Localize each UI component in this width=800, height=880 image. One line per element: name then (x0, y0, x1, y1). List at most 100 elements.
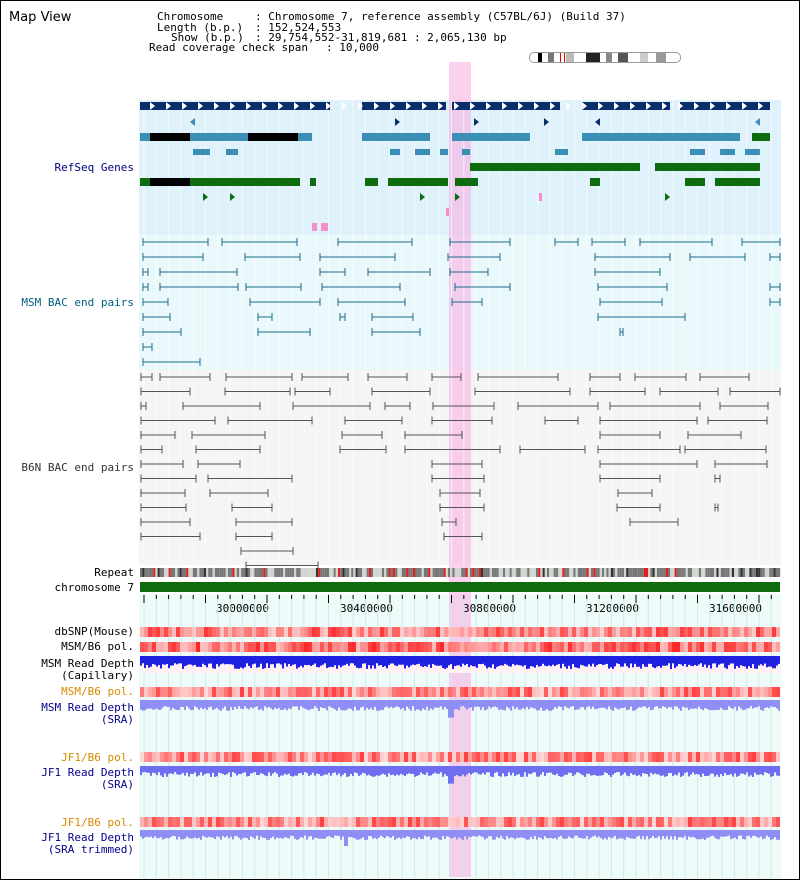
depth-bar (668, 830, 670, 840)
msm-pol-row-label-2[interactable]: MSM/B6 pol. (61, 685, 134, 698)
depth-bar (238, 830, 240, 838)
depth-bar (412, 830, 414, 839)
depth-bar (236, 766, 238, 776)
heat-cell (624, 642, 628, 652)
depth-bar (220, 830, 222, 840)
depth-bar (356, 656, 358, 668)
heat-cell (288, 687, 292, 697)
heat-cell (668, 687, 672, 697)
jf1-pol-row-label[interactable]: JF1/B6 pol. (61, 751, 134, 764)
heat-cell (496, 627, 500, 637)
depth-bar (530, 766, 532, 775)
depth-bar (674, 766, 676, 775)
depth-bar (686, 766, 688, 773)
heat-cell (708, 687, 712, 697)
msm-bac-track-label[interactable]: MSM BAC end pairs (21, 296, 134, 309)
heat-cell (696, 817, 700, 827)
depth-bar (644, 700, 646, 707)
depth-bar (622, 700, 624, 708)
depth-bar (366, 700, 368, 708)
depth-bar (454, 700, 456, 710)
heat-cell (740, 687, 744, 697)
refseq-gene (680, 102, 770, 110)
depth-bar (534, 700, 536, 709)
depth-bar (392, 830, 394, 837)
depth-bar (262, 830, 264, 838)
depth-bar (210, 830, 212, 838)
depth-bar (298, 656, 300, 668)
depth-bar (204, 656, 206, 666)
jf1-depth-sra-label[interactable]: JF1 Read Depth (SRA) (41, 767, 134, 791)
depth-bar (220, 700, 222, 711)
heat-cell (140, 817, 144, 827)
heat-cell (540, 817, 544, 827)
depth-bar (282, 830, 284, 839)
depth-bar (330, 830, 332, 838)
jf1-depth-trimmed-label[interactable]: JF1 Read Depth (SRA trimmed) (41, 832, 134, 856)
heat-cell (312, 817, 316, 827)
depth-bar (722, 766, 724, 777)
heat-cell (436, 817, 440, 827)
heat-cell (296, 687, 300, 697)
msm-pol-row-label[interactable]: MSM/B6 pol. (61, 640, 134, 653)
repeat-mark (516, 568, 519, 577)
heat-cell (308, 687, 312, 697)
heat-cell (168, 642, 172, 652)
chromosome-ideogram[interactable] (529, 52, 681, 63)
depth-bar (526, 700, 528, 707)
depth-bar (392, 656, 394, 664)
depth-bar (532, 700, 534, 709)
depth-bar (228, 656, 230, 665)
depth-bar (444, 700, 446, 708)
b6n-bac-track-label[interactable]: B6N BAC end pairs (21, 461, 134, 474)
heat-cell (364, 687, 368, 697)
depth-bar (710, 766, 712, 774)
dbsnp-row-label[interactable]: dbSNP(Mouse) (54, 625, 134, 638)
depth-bar (716, 656, 718, 668)
heat-cell (608, 817, 612, 827)
heat-cell (264, 627, 268, 637)
heat-cell (212, 752, 216, 762)
repeat-mark (322, 568, 325, 577)
heat-cell (664, 687, 668, 697)
repeat-mark (762, 568, 765, 577)
depth-bar (460, 766, 462, 777)
depth-bar (240, 830, 242, 840)
heat-cell (532, 642, 536, 652)
heat-cell (740, 752, 744, 762)
heat-cell (248, 752, 252, 762)
depth-bar (768, 656, 770, 667)
heat-cell (732, 627, 736, 637)
depth-bar (186, 766, 188, 773)
depth-bar (652, 700, 654, 710)
depth-bar (450, 830, 452, 839)
msm-depth-sra-label[interactable]: MSM Read Depth (SRA) (41, 702, 134, 726)
depth-bar (544, 766, 546, 776)
depth-bar (604, 700, 606, 709)
heat-cell (728, 627, 732, 637)
heat-cell (568, 752, 572, 762)
selected-region-highlight[interactable] (449, 62, 471, 877)
heat-cell (668, 752, 672, 762)
refseq-track-label[interactable]: RefSeq Genes (54, 161, 134, 174)
heat-cell (736, 627, 740, 637)
repeat-mark (311, 568, 314, 577)
heat-cell (632, 817, 636, 827)
refseq-gene (745, 149, 760, 155)
heat-cell (548, 687, 552, 697)
depth-bar (428, 700, 430, 711)
depth-bar (228, 700, 230, 711)
depth-bar (658, 766, 660, 775)
depth-bar (480, 700, 482, 710)
heat-cell (248, 627, 252, 637)
jf1-pol-row-label-2[interactable]: JF1/B6 pol. (61, 816, 134, 829)
msm-depth-capillary-label[interactable]: MSM Read Depth (Capillary) (41, 658, 134, 682)
depth-bar (346, 830, 348, 846)
depth-bar (172, 830, 174, 836)
depth-bar (224, 700, 226, 707)
heat-cell (256, 642, 260, 652)
depth-bar (194, 766, 196, 773)
heat-cell (344, 627, 348, 637)
depth-bar (716, 830, 718, 840)
